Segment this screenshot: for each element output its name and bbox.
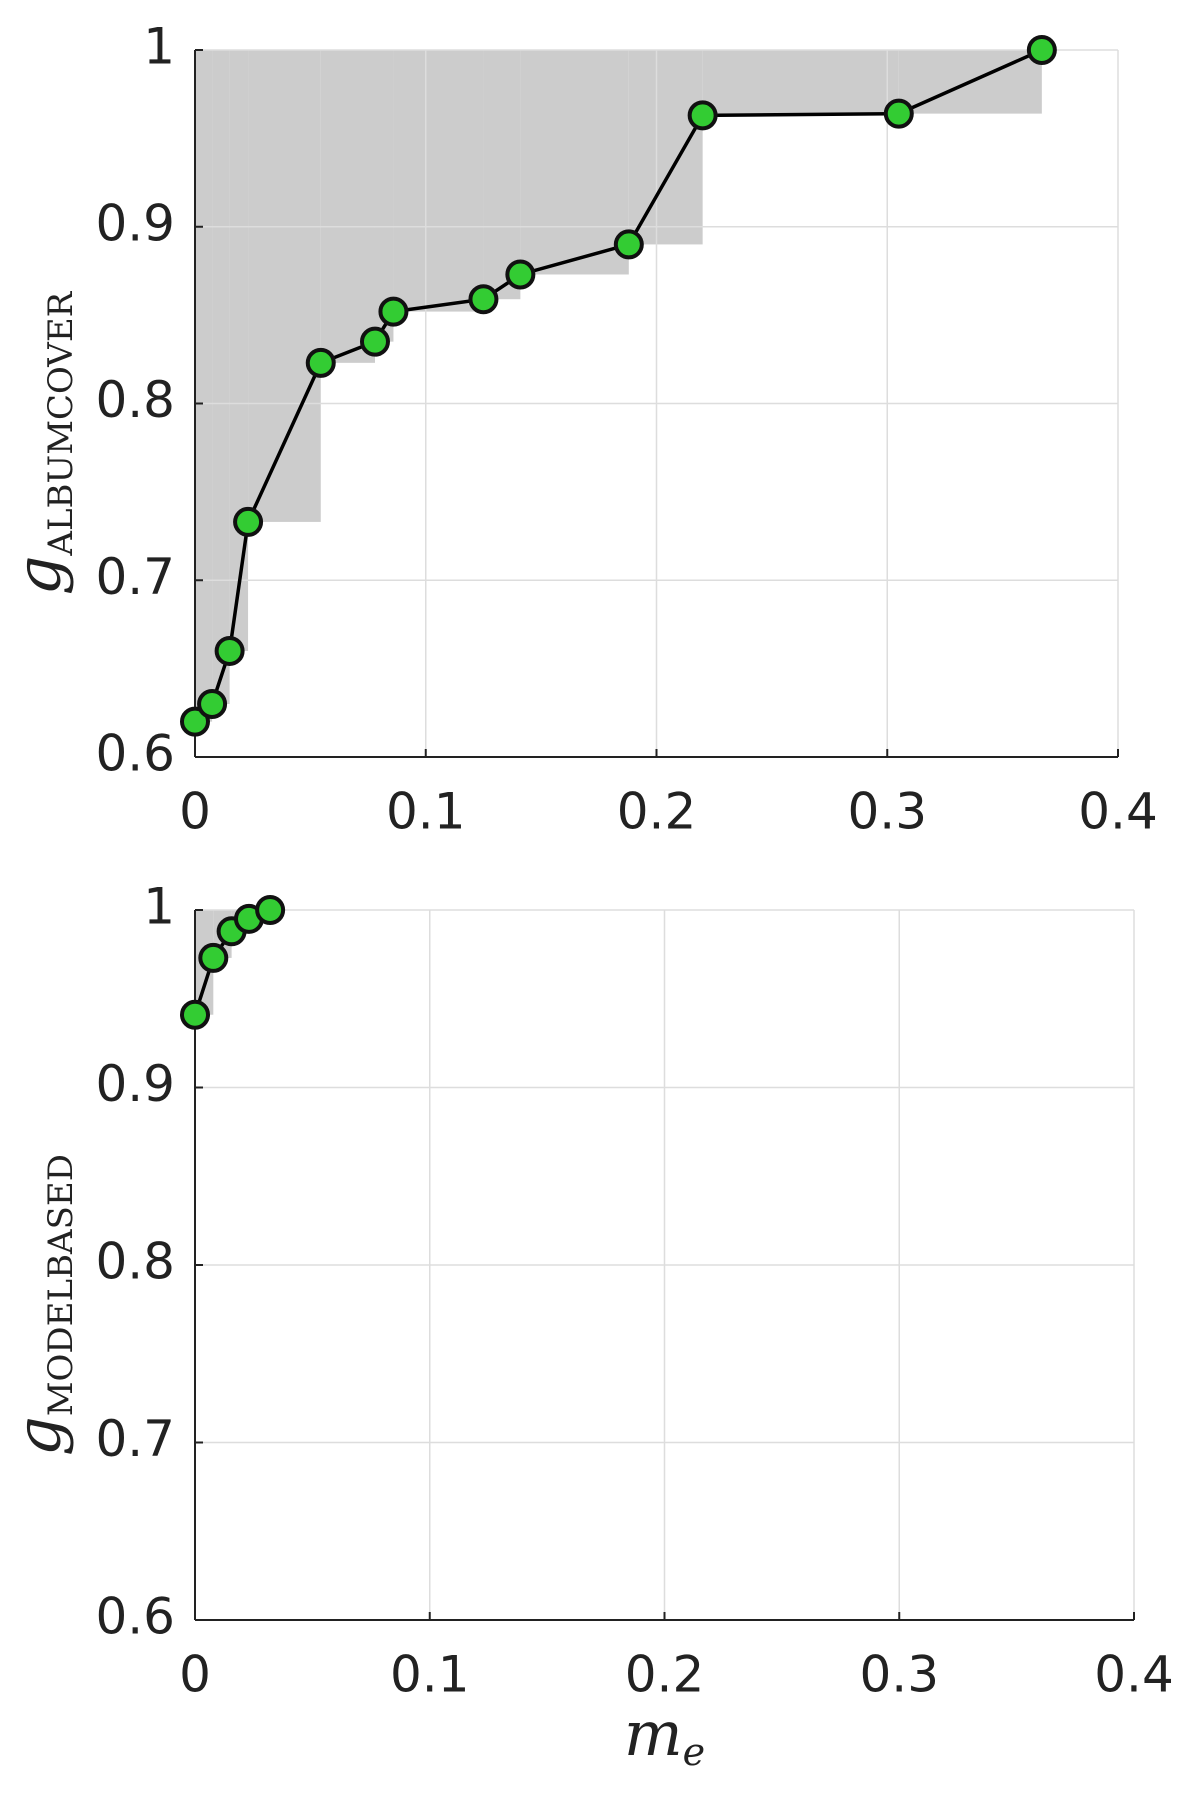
y-tick-label: 0.7	[95, 548, 175, 606]
y-tick-label: 0.9	[95, 1055, 175, 1113]
step-area	[483, 50, 521, 300]
y-label-sub: ALBUMCOVER	[41, 290, 81, 556]
x-tick-label: 0.4	[1078, 783, 1158, 841]
point	[180, 999, 210, 1030]
point	[613, 229, 644, 260]
point	[255, 895, 286, 925]
y-tick-label: 0.6	[95, 1588, 175, 1646]
point	[468, 284, 499, 315]
chart: 0 0.1 0.2 0.3 0.4 0.6 0.7 0.8 0.9 1 gMODELBASED me	[2, 878, 1174, 1775]
point	[378, 296, 409, 327]
step-area	[393, 50, 484, 312]
step-area	[520, 50, 629, 275]
y-tick-label: 0.6	[95, 725, 175, 783]
x-tick-label: 0	[179, 783, 211, 841]
step-area	[212, 50, 230, 704]
y-tick-label: 1	[143, 878, 175, 936]
x-tick-label: 0.2	[625, 1646, 705, 1704]
y-tick-label: 0.9	[95, 194, 175, 252]
point	[505, 259, 536, 290]
point	[883, 98, 914, 129]
point	[233, 506, 264, 537]
step-area	[628, 50, 703, 245]
x-tick-label: 0.3	[847, 783, 927, 841]
y-tick-label: 0.8	[95, 1233, 175, 1291]
point	[180, 706, 210, 737]
step-area	[229, 50, 249, 651]
point	[197, 688, 228, 719]
x-axis-label: me	[624, 1697, 705, 1774]
x-tick-label: 0.1	[390, 1646, 470, 1704]
y-axis-label: gMODELBASED	[2, 1154, 81, 1456]
point	[198, 942, 229, 973]
y-label-main: g	[2, 1416, 75, 1456]
point	[214, 635, 245, 666]
step-area	[248, 50, 321, 522]
x-tick-label: 0	[179, 1646, 211, 1704]
y-tick-label: 0.8	[95, 371, 175, 429]
step-area	[374, 50, 394, 342]
y-label-main: g	[2, 556, 75, 596]
x-tick-label: 0.3	[859, 1646, 939, 1704]
x-label-main: m	[624, 1697, 683, 1770]
x-tick-label: 0.2	[617, 783, 697, 841]
step-area	[195, 50, 213, 722]
point	[359, 326, 390, 357]
point	[687, 100, 718, 131]
y-tick-label: 1	[143, 18, 175, 76]
y-tick-label: 0.7	[95, 1410, 175, 1468]
x-label-sub: e	[683, 1730, 706, 1774]
step-area	[320, 50, 375, 363]
point	[305, 347, 336, 378]
point	[1026, 35, 1057, 65]
y-axis-label: gALBUMCOVER	[2, 290, 81, 595]
y-label-sub: MODELBASED	[41, 1154, 81, 1416]
x-tick-label: 0.4	[1094, 1646, 1174, 1704]
x-tick-label: 0.1	[386, 783, 466, 841]
step-area	[702, 50, 899, 116]
chart: 0 0.1 0.2 0.3 0.4 0.6 0.7 0.8 0.9 1 gALBUMCOVER	[2, 18, 1158, 841]
